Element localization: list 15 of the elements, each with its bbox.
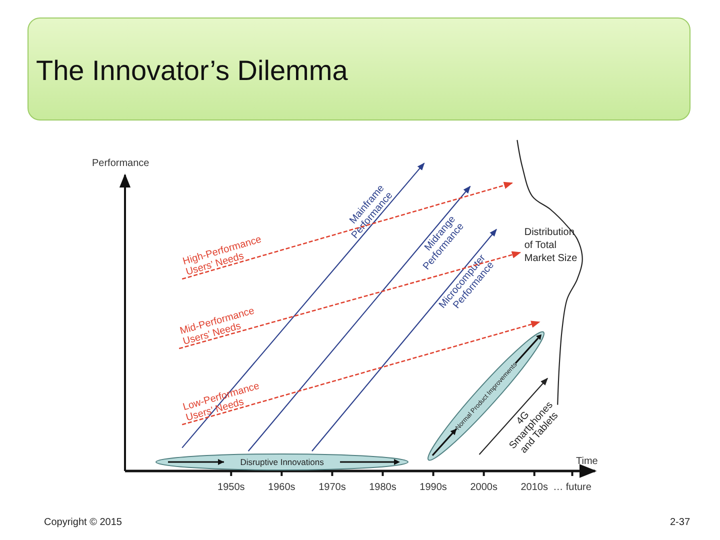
series-label: Distribution of Total Market Size bbox=[524, 227, 578, 264]
x-tick-label: 2010s bbox=[520, 482, 548, 493]
x-tick-label: 1990s bbox=[420, 482, 447, 493]
x-tick-label: 2000s bbox=[470, 482, 498, 493]
x-tick-label: 1950s bbox=[218, 482, 245, 493]
text: Copyright © 2015 bbox=[44, 517, 122, 528]
annotation: Disruptive Innovations bbox=[240, 456, 324, 467]
y-axis-title: Performance bbox=[92, 158, 150, 169]
chart-title: The Innovator’s Dilemma bbox=[36, 55, 348, 86]
x-tick-label: 1980s bbox=[369, 482, 396, 493]
x-tick-label: 1970s bbox=[318, 482, 346, 493]
x-tick-label: … future bbox=[553, 482, 592, 493]
text: 2-37 bbox=[670, 517, 690, 528]
x-tick-label: 1960s bbox=[268, 482, 296, 493]
x-axis-title: Time bbox=[576, 456, 598, 467]
